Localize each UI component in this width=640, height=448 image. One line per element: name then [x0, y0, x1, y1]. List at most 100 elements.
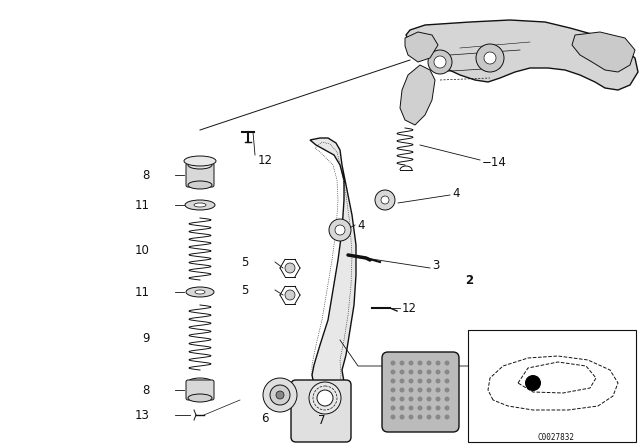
Circle shape: [426, 388, 431, 392]
Circle shape: [309, 382, 341, 414]
Text: −14: −14: [482, 155, 507, 168]
Circle shape: [375, 190, 395, 210]
FancyBboxPatch shape: [382, 352, 459, 432]
Circle shape: [428, 50, 452, 74]
Circle shape: [408, 388, 413, 392]
Circle shape: [285, 263, 295, 273]
Ellipse shape: [184, 156, 216, 166]
Circle shape: [525, 375, 541, 391]
Polygon shape: [406, 20, 638, 90]
Text: 11: 11: [135, 198, 150, 211]
Ellipse shape: [194, 203, 206, 207]
Text: 9: 9: [143, 332, 150, 345]
Circle shape: [390, 361, 396, 366]
Circle shape: [445, 379, 449, 383]
Text: 12: 12: [402, 302, 417, 314]
Circle shape: [399, 396, 404, 401]
Polygon shape: [310, 138, 356, 396]
Text: 5: 5: [241, 284, 248, 297]
Ellipse shape: [195, 290, 205, 294]
Circle shape: [417, 396, 422, 401]
Text: 7: 7: [318, 414, 326, 426]
Circle shape: [329, 219, 351, 241]
Circle shape: [317, 390, 333, 406]
Circle shape: [426, 405, 431, 410]
Circle shape: [435, 388, 440, 392]
Text: 4: 4: [452, 186, 460, 199]
Polygon shape: [400, 65, 435, 125]
Circle shape: [435, 361, 440, 366]
Circle shape: [426, 379, 431, 383]
Circle shape: [476, 44, 504, 72]
Circle shape: [390, 370, 396, 375]
Circle shape: [445, 370, 449, 375]
Circle shape: [435, 414, 440, 419]
Circle shape: [426, 361, 431, 366]
Text: 12: 12: [258, 154, 273, 167]
Circle shape: [417, 370, 422, 375]
Circle shape: [276, 391, 284, 399]
Circle shape: [484, 52, 496, 64]
Circle shape: [335, 225, 345, 235]
Circle shape: [270, 385, 290, 405]
Polygon shape: [572, 32, 635, 72]
Circle shape: [399, 388, 404, 392]
Circle shape: [390, 388, 396, 392]
Text: C0027832: C0027832: [538, 432, 575, 441]
Circle shape: [445, 361, 449, 366]
Circle shape: [390, 414, 396, 419]
Circle shape: [390, 405, 396, 410]
Text: 6: 6: [261, 412, 269, 425]
Circle shape: [417, 405, 422, 410]
Circle shape: [435, 379, 440, 383]
Circle shape: [399, 405, 404, 410]
Text: 11: 11: [135, 285, 150, 298]
Ellipse shape: [188, 378, 212, 386]
Text: 3: 3: [432, 258, 440, 271]
Circle shape: [435, 405, 440, 410]
Ellipse shape: [186, 287, 214, 297]
Text: 13: 13: [135, 409, 150, 422]
Text: 10: 10: [135, 244, 150, 257]
Circle shape: [426, 370, 431, 375]
Circle shape: [399, 414, 404, 419]
Circle shape: [408, 396, 413, 401]
Circle shape: [399, 379, 404, 383]
Text: 4: 4: [357, 219, 365, 232]
Text: 8: 8: [143, 168, 150, 181]
Ellipse shape: [185, 200, 215, 210]
Bar: [468, 330, 636, 442]
Circle shape: [434, 56, 446, 68]
Circle shape: [445, 396, 449, 401]
Ellipse shape: [188, 161, 212, 169]
Text: 1: 1: [493, 359, 500, 372]
Circle shape: [408, 414, 413, 419]
Circle shape: [399, 370, 404, 375]
Circle shape: [417, 414, 422, 419]
Circle shape: [263, 378, 297, 412]
FancyBboxPatch shape: [186, 163, 214, 187]
Circle shape: [285, 290, 295, 300]
Text: 5: 5: [241, 255, 248, 268]
FancyBboxPatch shape: [291, 380, 351, 442]
Circle shape: [408, 361, 413, 366]
FancyBboxPatch shape: [186, 380, 214, 400]
Circle shape: [435, 370, 440, 375]
Circle shape: [390, 396, 396, 401]
Circle shape: [390, 379, 396, 383]
Circle shape: [417, 361, 422, 366]
Circle shape: [399, 361, 404, 366]
Circle shape: [417, 388, 422, 392]
Circle shape: [408, 379, 413, 383]
Circle shape: [381, 196, 389, 204]
Circle shape: [435, 396, 440, 401]
Ellipse shape: [188, 394, 212, 402]
Circle shape: [445, 414, 449, 419]
Circle shape: [426, 396, 431, 401]
Circle shape: [426, 414, 431, 419]
Text: 8: 8: [143, 383, 150, 396]
Circle shape: [408, 405, 413, 410]
Ellipse shape: [188, 181, 212, 189]
Polygon shape: [405, 32, 438, 62]
Circle shape: [408, 370, 413, 375]
